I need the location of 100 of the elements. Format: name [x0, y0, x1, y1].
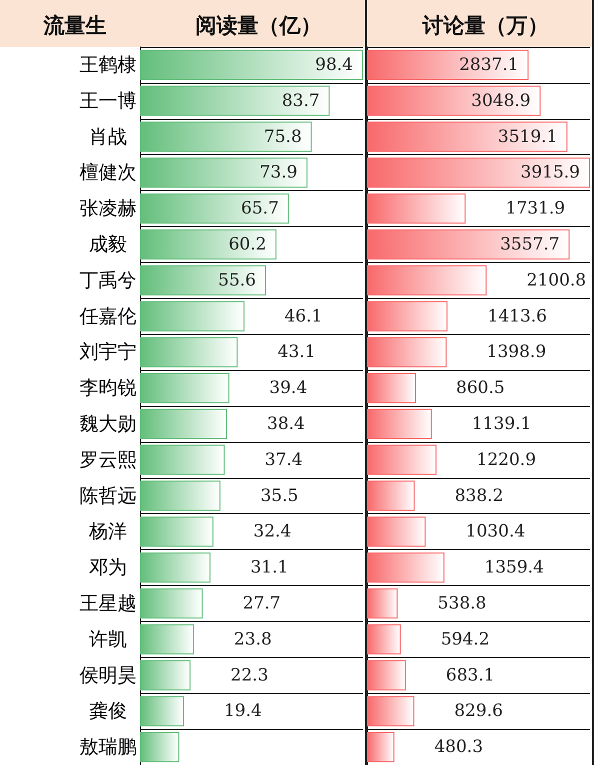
bar: [140, 372, 230, 404]
data-label: 2837.1: [459, 54, 519, 75]
data-label: 594.2: [440, 629, 490, 650]
y-tick-label: 王鹤棣: [80, 54, 136, 76]
y-tick-label: 侯明昊: [80, 664, 136, 686]
bar: [140, 516, 214, 547]
data-label: 46.1: [284, 306, 322, 326]
data-label: 829.6: [454, 701, 503, 722]
data-label: 538.8: [438, 593, 486, 614]
bar: [140, 588, 203, 619]
bar: [367, 265, 487, 296]
bar: [140, 50, 363, 80]
bar: [367, 372, 416, 404]
bar: [367, 86, 541, 116]
data-label: 43.1: [278, 342, 316, 362]
data-label: 480.3: [434, 737, 484, 758]
bar: [140, 444, 225, 475]
y-tick-label: 王一博: [80, 90, 136, 112]
data-label: 3048.9: [471, 90, 531, 111]
bar: [140, 158, 308, 188]
bar: [367, 624, 401, 654]
bar: [140, 732, 180, 762]
y-tick-label: 罗云熙: [80, 448, 136, 471]
bar: [367, 660, 406, 690]
bar: [367, 122, 568, 152]
bar: [140, 122, 312, 152]
data-label: 27.7: [242, 593, 281, 614]
data-label: 22.3: [230, 665, 268, 686]
y-tick-label: 肖战: [89, 126, 127, 148]
data-label: 83.7: [282, 90, 320, 111]
data-label: 60.2: [228, 234, 266, 254]
data-label: 75.8: [264, 126, 302, 147]
y-tick-label: 龚俊: [89, 700, 127, 722]
bar: [140, 552, 210, 583]
bar: [140, 301, 244, 332]
y-tick-label: 许凯: [89, 628, 127, 650]
bar: [140, 86, 330, 116]
bar: [140, 265, 266, 296]
y-tick-label: 杨洋: [88, 520, 127, 543]
y-tick-label: 李昀锐: [80, 377, 136, 400]
bar: [367, 696, 414, 726]
y-axis-title: 流量生: [42, 14, 106, 38]
bar: [140, 480, 220, 511]
bar: [140, 408, 228, 440]
data-label: 2100.8: [526, 270, 586, 290]
bar: [367, 301, 448, 332]
data-label: 38.4: [267, 414, 305, 434]
chart-title: 讨论量（万）: [422, 14, 548, 38]
bar: [140, 193, 289, 224]
bar: [367, 480, 415, 511]
y-tick-label: 刘宇宁: [80, 341, 136, 364]
data-label: 19.4: [224, 701, 262, 722]
y-tick-label: 邓为: [89, 556, 127, 579]
data-label: 1359.4: [484, 558, 544, 578]
data-label: 1731.9: [506, 198, 566, 219]
data-label: 23.8: [234, 629, 272, 650]
data-label: 1413.6: [488, 306, 547, 326]
data-label: 1030.4: [466, 522, 526, 542]
data-label: 683.1: [446, 665, 495, 686]
y-tick-label: 王星越: [80, 592, 136, 614]
data-label: 3915.9: [520, 162, 580, 183]
bar: [367, 516, 426, 547]
y-tick-label: 魏大勋: [80, 412, 136, 435]
y-tick-label: 敖瑞鹏: [80, 736, 136, 758]
data-label: 1398.9: [486, 342, 546, 362]
data-label: 1139.1: [472, 414, 532, 434]
bar: [367, 337, 447, 368]
y-tick-label: 檀健次: [80, 162, 136, 184]
data-label: 73.9: [260, 162, 298, 183]
data-label: 32.4: [253, 522, 292, 542]
data-label: 65.7: [241, 198, 279, 219]
bar: [367, 193, 466, 224]
bar: [367, 552, 444, 583]
y-tick-label: 成毅: [89, 233, 127, 256]
bar: [140, 229, 276, 260]
data-label: 55.6: [218, 270, 256, 290]
bar: [140, 337, 238, 368]
y-tick-label: 丁禹兮: [80, 269, 136, 292]
bar: [367, 50, 529, 80]
data-label: 31.1: [250, 558, 288, 578]
bar: [367, 444, 437, 475]
y-tick-label: 陈哲远: [80, 484, 136, 507]
chart-title: 阅读量（亿）: [196, 14, 322, 38]
data-label: 98.4: [315, 54, 353, 75]
data-label: 39.4: [269, 378, 308, 398]
bar: [367, 229, 570, 260]
bar: [140, 624, 194, 654]
data-label: 1220.9: [476, 450, 536, 470]
data-label: 3519.1: [498, 126, 558, 147]
bar: [367, 158, 590, 188]
data-label: 838.2: [454, 486, 504, 506]
data-label: 37.4: [264, 450, 303, 470]
y-tick-label: 张凌赫: [80, 198, 136, 220]
data-label: 3557.7: [500, 234, 560, 254]
bar: [140, 660, 191, 690]
bar: [367, 588, 398, 619]
bar: [367, 408, 432, 440]
data-label: 35.5: [260, 486, 298, 506]
bar: [367, 732, 394, 762]
data-label: 860.5: [456, 378, 505, 398]
